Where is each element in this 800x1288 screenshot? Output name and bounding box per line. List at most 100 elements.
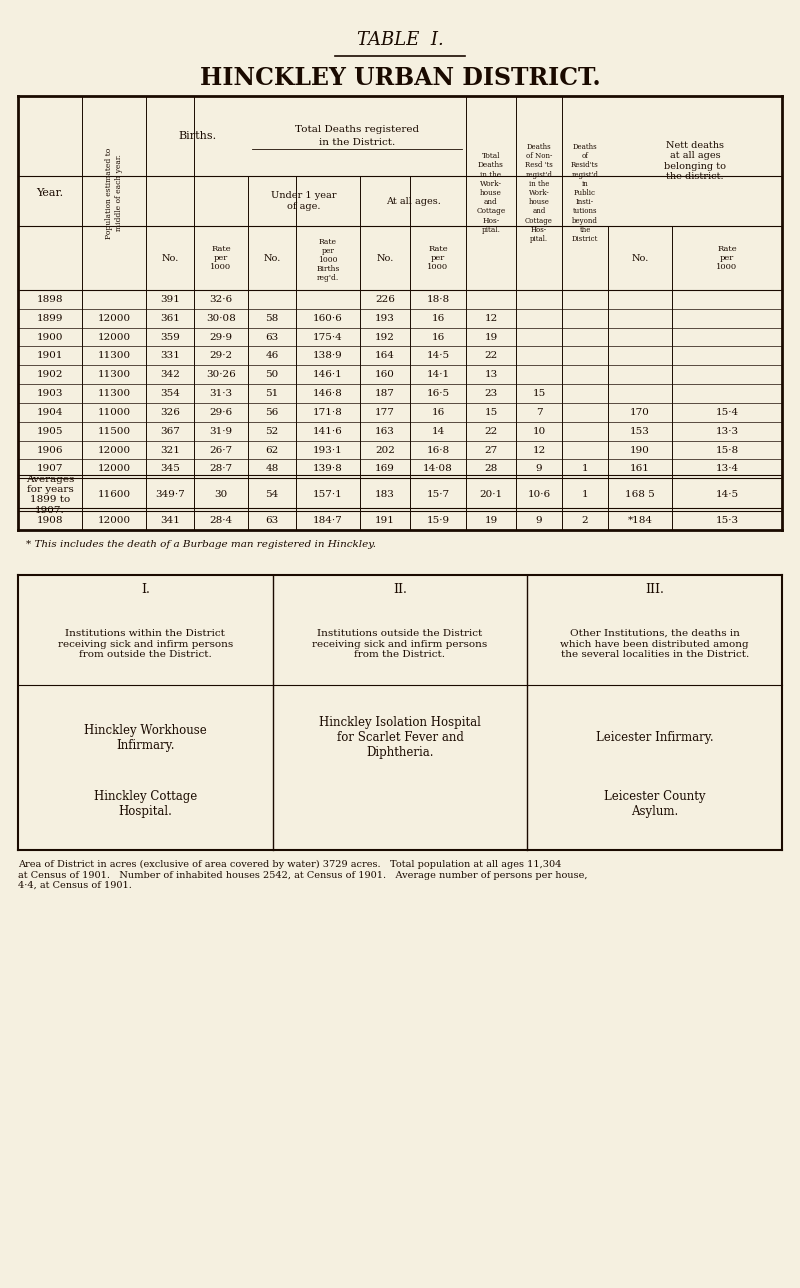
Text: 52: 52 — [266, 426, 278, 435]
Text: 30·08: 30·08 — [206, 314, 236, 323]
Text: 9: 9 — [536, 464, 542, 473]
Text: 11300: 11300 — [98, 352, 130, 361]
Text: 12000: 12000 — [98, 516, 130, 526]
Text: 15·8: 15·8 — [715, 446, 738, 455]
Text: Rate
per
1000: Rate per 1000 — [717, 245, 738, 272]
Text: 16: 16 — [431, 408, 445, 417]
Text: Institutions within the District
receiving sick and infirm persons
from outside : Institutions within the District receivi… — [58, 629, 233, 659]
Text: 161: 161 — [630, 464, 650, 473]
Text: 183: 183 — [375, 491, 395, 500]
Text: in the District.: in the District. — [319, 138, 395, 147]
Text: 153: 153 — [630, 426, 650, 435]
Text: Other Institutions, the deaths in
which have been distributed among
the several : Other Institutions, the deaths in which … — [560, 629, 749, 659]
Text: Leicester Infirmary.: Leicester Infirmary. — [596, 732, 714, 744]
Text: 10: 10 — [532, 426, 546, 435]
Text: 1907: 1907 — [37, 464, 63, 473]
Text: Rate
per
1000
Births
reg'd.: Rate per 1000 Births reg'd. — [316, 237, 340, 282]
Text: 193·1: 193·1 — [313, 446, 343, 455]
Text: 331: 331 — [160, 352, 180, 361]
Text: Hinckley Workhouse
Infirmary.: Hinckley Workhouse Infirmary. — [84, 724, 206, 752]
Text: 27: 27 — [484, 446, 498, 455]
Text: 146·8: 146·8 — [313, 389, 343, 398]
Text: 359: 359 — [160, 332, 180, 341]
Text: 14·08: 14·08 — [423, 464, 453, 473]
Text: 157·1: 157·1 — [313, 491, 343, 500]
Text: Deaths
of Non-
Resd 'ts
regist'd
in the
Work-
house
and
Cottage
Hos-
pital.: Deaths of Non- Resd 'ts regist'd in the … — [525, 143, 553, 243]
Text: 1902: 1902 — [37, 370, 63, 379]
Text: Deaths
of
Resid'ts
regist'd
in
Public
Insti-
tutions
beyond
the
District: Deaths of Resid'ts regist'd in Public In… — [571, 143, 599, 243]
Text: Hinckley Isolation Hospital
for Scarlet Fever and
Diphtheria.: Hinckley Isolation Hospital for Scarlet … — [319, 716, 481, 760]
Text: 7: 7 — [536, 408, 542, 417]
Text: 15: 15 — [484, 408, 498, 417]
Text: * This includes the death of a Burbage man registered in Hinckley.: * This includes the death of a Burbage m… — [26, 540, 376, 549]
Text: 354: 354 — [160, 389, 180, 398]
Text: 15: 15 — [532, 389, 546, 398]
Text: 170: 170 — [630, 408, 650, 417]
Text: 12: 12 — [484, 314, 498, 323]
Text: 14: 14 — [431, 426, 445, 435]
Text: II.: II. — [393, 582, 407, 595]
Text: 63: 63 — [266, 332, 278, 341]
Text: 29·6: 29·6 — [210, 408, 233, 417]
Text: 20·1: 20·1 — [479, 491, 502, 500]
Text: 169: 169 — [375, 464, 395, 473]
Text: 16: 16 — [431, 314, 445, 323]
Text: 163: 163 — [375, 426, 395, 435]
Text: 168 5: 168 5 — [625, 491, 655, 500]
Text: 15·7: 15·7 — [426, 491, 450, 500]
Text: 23: 23 — [484, 389, 498, 398]
Text: 146·1: 146·1 — [313, 370, 343, 379]
Text: 62: 62 — [266, 446, 278, 455]
Text: Averages
for years
1899 to
1907.: Averages for years 1899 to 1907. — [26, 474, 74, 515]
Text: 345: 345 — [160, 464, 180, 473]
Text: 202: 202 — [375, 446, 395, 455]
Text: 15·3: 15·3 — [715, 516, 738, 526]
Text: Under 1 year
of age.: Under 1 year of age. — [271, 192, 337, 211]
Text: 11300: 11300 — [98, 389, 130, 398]
Text: 18·8: 18·8 — [426, 295, 450, 304]
Text: 29·2: 29·2 — [210, 352, 233, 361]
Text: 177: 177 — [375, 408, 395, 417]
Text: 28·4: 28·4 — [210, 516, 233, 526]
Text: 226: 226 — [375, 295, 395, 304]
Text: 2: 2 — [582, 516, 588, 526]
Text: Population estimated to
middle of each year.: Population estimated to middle of each y… — [106, 147, 122, 238]
Text: 15·4: 15·4 — [715, 408, 738, 417]
Text: 30·26: 30·26 — [206, 370, 236, 379]
Text: 11300: 11300 — [98, 370, 130, 379]
Text: 1900: 1900 — [37, 332, 63, 341]
Text: No.: No. — [376, 254, 394, 263]
Text: Births.: Births. — [178, 131, 216, 140]
Text: 139·8: 139·8 — [313, 464, 343, 473]
Text: 1898: 1898 — [37, 295, 63, 304]
Text: 1: 1 — [582, 464, 588, 473]
Text: 15·9: 15·9 — [426, 516, 450, 526]
Text: 164: 164 — [375, 352, 395, 361]
Text: 16: 16 — [431, 332, 445, 341]
Text: Year.: Year. — [37, 188, 63, 198]
Text: 175·4: 175·4 — [313, 332, 343, 341]
Text: 1: 1 — [582, 491, 588, 500]
Text: No.: No. — [263, 254, 281, 263]
Text: 14·5: 14·5 — [715, 491, 738, 500]
Text: 367: 367 — [160, 426, 180, 435]
Text: III.: III. — [646, 582, 664, 595]
Text: 11500: 11500 — [98, 426, 130, 435]
Text: Total
Deaths
in the
Work-
house
and
Cottage
Hos-
pital.: Total Deaths in the Work- house and Cott… — [476, 152, 506, 234]
Text: 26·7: 26·7 — [210, 446, 233, 455]
Text: 190: 190 — [630, 446, 650, 455]
Text: 32·6: 32·6 — [210, 295, 233, 304]
Text: 31·9: 31·9 — [210, 426, 233, 435]
Text: *184: *184 — [627, 516, 653, 526]
Text: 1901: 1901 — [37, 352, 63, 361]
Text: 48: 48 — [266, 464, 278, 473]
Text: 9: 9 — [536, 516, 542, 526]
Text: 50: 50 — [266, 370, 278, 379]
Text: 341: 341 — [160, 516, 180, 526]
Text: No.: No. — [162, 254, 178, 263]
Text: 29·9: 29·9 — [210, 332, 233, 341]
Text: No.: No. — [631, 254, 649, 263]
Text: 22: 22 — [484, 426, 498, 435]
Text: I.: I. — [141, 582, 150, 595]
Text: 1906: 1906 — [37, 446, 63, 455]
